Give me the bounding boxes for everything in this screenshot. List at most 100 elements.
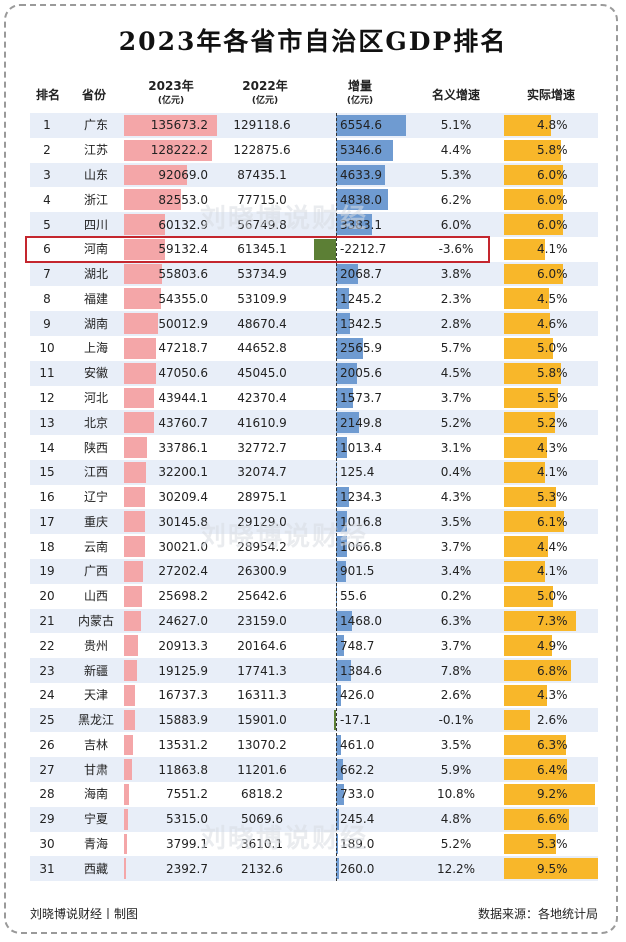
increase-bar	[336, 139, 394, 161]
nominal-growth-cell: 5.3%	[440, 167, 472, 182]
header-increase-label: 增量	[347, 79, 372, 93]
gdp2023-cell: 47050.6	[158, 366, 208, 381]
gdp2023-cell: 19125.9	[158, 663, 208, 678]
rank-cell: 21	[39, 613, 55, 628]
gdp2022-cell: 53109.9	[237, 291, 287, 306]
rank-cell: 25	[39, 713, 55, 728]
header-gdp2023-unit: (亿元)	[157, 96, 185, 106]
gdp2023-bar	[124, 338, 157, 359]
header-nominal: 名义增速	[414, 88, 498, 102]
gdp2023-cell: 16737.3	[158, 688, 208, 703]
rank-cell: 6	[43, 242, 51, 257]
gdp2022-cell: 16311.3	[237, 688, 287, 703]
real-growth-bar	[504, 238, 545, 260]
header-province: 省份	[68, 88, 120, 102]
increase-bar	[336, 288, 350, 310]
rank-cell: 12	[39, 390, 55, 405]
province-cell: 新疆	[83, 663, 108, 678]
rank-cell: 29	[39, 812, 55, 827]
gdp2023-bar	[124, 387, 155, 409]
header-gdp2023: 2023年 (亿元)	[126, 79, 216, 108]
dashed-frame	[4, 4, 618, 934]
increase-cell: 5346.6	[340, 143, 382, 158]
gdp2022-cell: 32772.7	[237, 440, 287, 455]
real-growth-bar	[504, 115, 552, 136]
real-growth-bar	[504, 164, 564, 186]
gdp2023-bar	[124, 858, 126, 880]
real-growth-cell: 4.4%	[537, 539, 568, 554]
highlight-row-box	[25, 235, 490, 263]
gdp2023-bar	[124, 263, 163, 285]
gdp2022-cell: 122875.6	[233, 143, 291, 158]
gdp2023-cell: 128222.2	[150, 143, 208, 158]
footer-credit: 刘晓博说财经丨制图	[30, 907, 139, 921]
real-growth-cell: 9.2%	[537, 787, 568, 802]
real-growth-cell: 7.3%	[537, 613, 568, 628]
real-growth-bar	[504, 288, 549, 310]
gdp2023-bar	[124, 362, 157, 384]
real-growth-bar	[504, 313, 550, 334]
province-cell: 北京	[83, 415, 108, 430]
header-increase: 增量 (亿元)	[330, 79, 390, 108]
real-growth-bar	[504, 536, 548, 558]
rank-cell: 4	[43, 192, 51, 207]
gdp2023-cell: 2392.7	[166, 861, 208, 876]
real-growth-bar	[504, 362, 562, 384]
real-growth-bar	[504, 263, 564, 285]
gdp2023-cell: 60132.9	[158, 217, 208, 232]
header-rank: 排名	[26, 88, 70, 102]
nominal-growth-cell: 6.3%	[440, 613, 472, 628]
real-growth-cell: 5.8%	[537, 366, 568, 381]
increase-bar	[336, 189, 388, 211]
real-growth-cell: 5.5%	[537, 390, 568, 405]
increase-bar	[336, 858, 339, 880]
nominal-growth-cell: 0.2%	[440, 589, 472, 604]
gdp2023-bar	[124, 684, 136, 706]
increase-bar	[336, 610, 352, 632]
real-growth-cell: 6.0%	[537, 192, 568, 207]
gdp2023-cell: 7551.2	[166, 787, 208, 802]
header-rank-label: 排名	[35, 88, 60, 102]
rank-cell: 26	[39, 737, 55, 752]
gdp2022-cell: 2132.6	[241, 861, 283, 876]
gdp2022-cell: 17741.3	[237, 663, 287, 678]
gdp2022-cell: 87435.1	[237, 167, 287, 182]
province-cell: 云南	[83, 539, 108, 554]
gdp2022-cell: 129118.6	[233, 118, 291, 133]
gdp2023-cell: 24627.0	[158, 613, 208, 628]
increase-cell: 1066.8	[340, 539, 382, 554]
increase-cell: 901.5	[340, 564, 375, 579]
province-cell: 福建	[83, 291, 108, 306]
gdp2022-cell: 13070.2	[237, 737, 287, 752]
real-growth-bar	[504, 511, 565, 533]
province-cell: 海南	[83, 787, 108, 802]
rank-cell: 11	[39, 366, 55, 381]
gdp2023-cell: 5315.0	[166, 812, 208, 827]
rank-cell: 1	[43, 118, 51, 133]
gdp2023-cell: 43760.7	[158, 415, 208, 430]
province-cell: 黑龙江	[77, 713, 114, 728]
real-growth-bar	[504, 387, 559, 409]
increase-bar	[336, 784, 344, 805]
gdp2023-bar	[124, 437, 148, 458]
gdp2023-bar	[124, 313, 159, 334]
province-cell: 内蒙古	[77, 613, 114, 628]
increase-cell: 426.0	[340, 688, 375, 703]
nominal-growth-cell: -0.1%	[438, 713, 474, 728]
nominal-growth-cell: 5.2%	[440, 837, 472, 851]
gdp2023-bar	[124, 115, 217, 136]
province-cell: 贵州	[83, 638, 108, 653]
rank-cell: 19	[39, 564, 55, 579]
nominal-growth-cell: 7.8%	[440, 663, 472, 678]
header-province-label: 省份	[81, 88, 106, 102]
rank-cell: 31	[39, 861, 55, 876]
gdp2022-cell: 28975.1	[237, 490, 287, 505]
gdp2022-cell: 41610.9	[237, 415, 287, 430]
gdp2022-cell: 3610.1	[241, 837, 283, 851]
nominal-growth-cell: 4.8%	[440, 812, 472, 827]
gdp2023-cell: 54355.0	[158, 291, 208, 306]
gdp2023-cell: 30145.8	[158, 514, 208, 529]
real-growth-cell: 5.3%	[537, 490, 568, 505]
province-cell: 河北	[83, 390, 108, 405]
nominal-growth-cell: 3.7%	[440, 539, 472, 554]
